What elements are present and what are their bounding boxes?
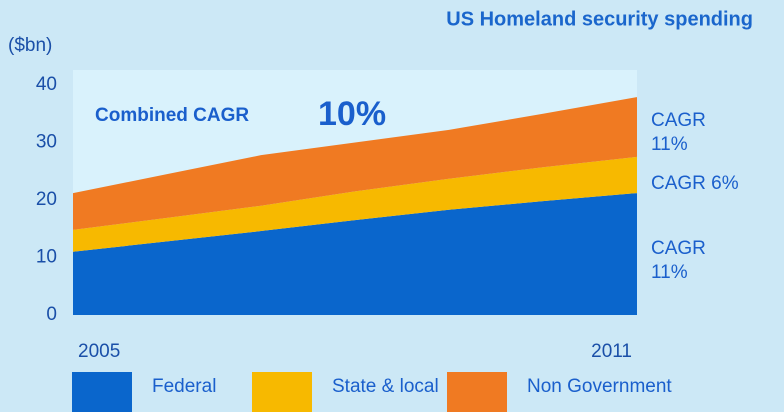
y-tick-label: 30 xyxy=(36,132,57,153)
legend-label: Non Government xyxy=(527,376,672,397)
legend-label: Federal xyxy=(152,376,216,397)
y-tick-label: 10 xyxy=(36,247,57,268)
y-tick-label: 0 xyxy=(46,304,57,325)
legend-swatch xyxy=(252,372,312,412)
annotation: CAGR 6% xyxy=(651,173,739,194)
legend-swatch xyxy=(447,372,507,412)
annotation: CAGR 11% xyxy=(651,238,706,283)
annotation: CAGR 11% xyxy=(651,110,706,155)
chart-title: US Homeland security spending xyxy=(446,8,753,30)
area xyxy=(73,97,637,230)
x-tick-label: 2011 xyxy=(591,341,632,362)
annotation: Combined CAGR xyxy=(95,105,250,126)
area xyxy=(73,156,637,252)
y-tick-label: 40 xyxy=(36,74,57,95)
x-tick-label: 2005 xyxy=(78,341,120,362)
legend-swatch xyxy=(72,372,132,412)
y-axis-label: ($bn) xyxy=(8,35,52,56)
y-tick-label: 20 xyxy=(36,189,57,210)
area xyxy=(73,193,637,315)
legend-label: State & local xyxy=(332,376,439,397)
annotation: 10% xyxy=(318,95,387,133)
